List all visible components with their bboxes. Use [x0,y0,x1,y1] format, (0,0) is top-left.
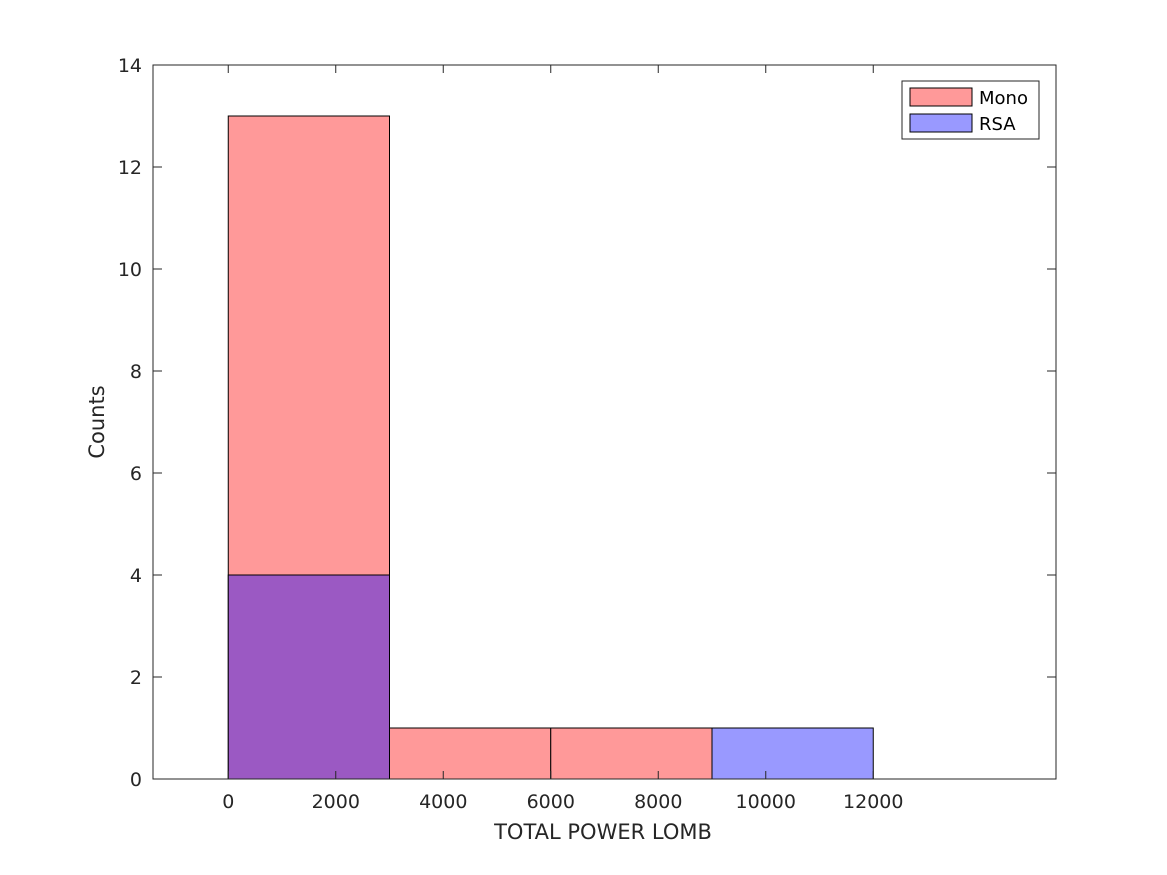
axes-box [152,64,1057,780]
y-axis-label: Counts [85,385,109,458]
y-tick-label: 12 [118,157,142,179]
legend: Mono RSA [901,80,1040,140]
x-tick-label: 0 [222,791,234,813]
histogram-bar-overlap [227,574,390,780]
y-tick-label: 8 [130,361,142,383]
x-tick-label: 2000 [312,791,360,813]
ticks-group: 0 2000 4000 6000 8000 10000 12000 0 2 4 6 8 10 12 14 [118,55,1056,813]
histogram-bar [711,727,874,780]
y-tick-label: 14 [118,55,142,77]
x-tick-label: 12000 [843,791,903,813]
legend-label-mono: Mono [979,88,1028,109]
bars-group [227,115,874,780]
y-tick-label: 10 [118,259,142,281]
histogram-bar [389,727,552,780]
y-tick-label: 2 [130,667,142,689]
x-tick-label: 4000 [419,791,467,813]
legend-swatch-mono [909,87,973,107]
legend-swatch-rsa [909,113,973,133]
x-tick-label: 10000 [736,791,796,813]
x-tick-label: 8000 [634,791,682,813]
histogram-bar [550,727,713,780]
y-tick-label: 6 [130,463,142,485]
legend-label-rsa: RSA [979,114,1016,135]
y-tick-label: 0 [130,769,142,791]
x-axis-label: TOTAL POWER LOMB [493,820,712,844]
x-tick-label: 6000 [527,791,575,813]
y-tick-label: 4 [130,565,142,587]
